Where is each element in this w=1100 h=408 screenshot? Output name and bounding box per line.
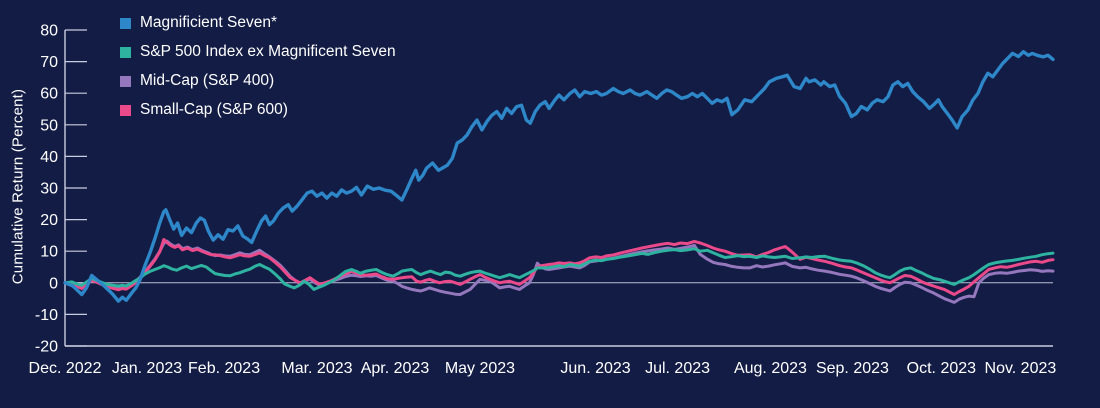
- legend-swatch-icon: [120, 17, 131, 29]
- legend-label: Mid-Cap (S&P 400): [140, 72, 275, 89]
- y-tick-label: 30: [40, 181, 58, 198]
- x-tick-label: Dec. 2022: [29, 360, 102, 377]
- x-tick-label: May 2023: [445, 360, 515, 377]
- x-tick-label: Aug. 2023: [734, 360, 807, 377]
- legend-label: Magnificient Seven*: [140, 14, 277, 31]
- x-tick-label: Apr. 2023: [361, 360, 430, 377]
- legend-label: S&P 500 Index ex Magnificent Seven: [140, 43, 396, 60]
- y-tick-label: 50: [40, 117, 58, 134]
- y-tick-label: 10: [40, 244, 58, 261]
- series-line-s-p-500-index-ex-magnificent-seven: [63, 247, 1055, 291]
- legend-swatch-icon: [120, 104, 131, 116]
- y-axis-title: Cumulative Return (Percent): [9, 88, 27, 285]
- legend-item-s-p-500-index-ex-magnificent-seven: S&P 500 Index ex Magnificent Seven: [120, 42, 396, 62]
- y-tick-label: -20: [35, 339, 58, 356]
- x-tick-label: Mar. 2023: [281, 360, 352, 377]
- x-tick-label: Nov. 2023: [985, 360, 1057, 377]
- y-tick-label: 70: [40, 54, 58, 71]
- legend-swatch-icon: [120, 46, 131, 58]
- x-tick-label: Sep. 2023: [816, 360, 889, 377]
- legend: Magnificient Seven* S&P 500 Index ex Magn…: [120, 13, 396, 129]
- legend-label: Small-Cap (S&P 600): [140, 101, 288, 118]
- series-line-magnificient-seven: [63, 50, 1055, 303]
- x-tick-label: Oct. 2023: [907, 360, 976, 377]
- y-tick-label: 60: [40, 86, 58, 103]
- x-tick-label: Jul. 2023: [645, 360, 710, 377]
- x-tick-label: Jun. 2023: [560, 360, 630, 377]
- legend-item-magnificient-seven: Magnificient Seven*: [120, 13, 396, 33]
- y-tick-label: 40: [40, 149, 58, 166]
- series-line-small-cap-s-p-600: [63, 238, 1055, 296]
- legend-item-small-cap-s-p-600: Small-Cap (S&P 600): [120, 100, 396, 120]
- y-tick-label: 0: [49, 275, 58, 292]
- x-tick-label: Feb. 2023: [188, 360, 260, 377]
- y-tick-label: 80: [40, 23, 58, 40]
- legend-swatch-icon: [120, 75, 131, 87]
- x-tick-label: Jan. 2023: [112, 360, 182, 377]
- legend-item-mid-cap-s-p-400: Mid-Cap (S&P 400): [120, 71, 396, 91]
- y-tick-label: 20: [40, 212, 58, 229]
- y-tick-label: -10: [35, 307, 58, 324]
